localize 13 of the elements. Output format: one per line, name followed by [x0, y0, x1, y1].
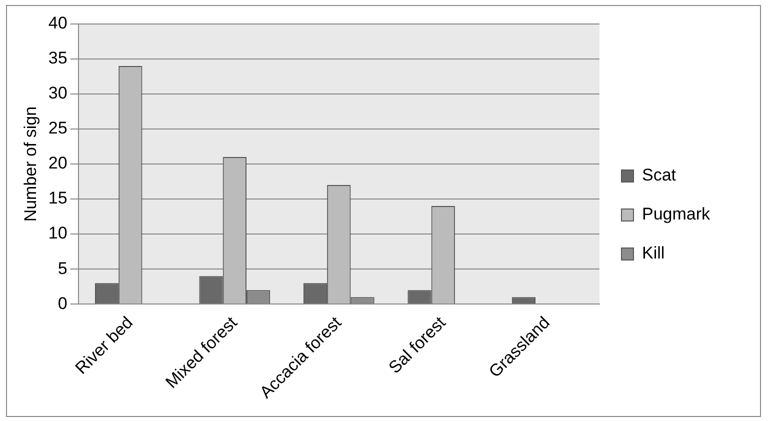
- y-tick-label: 25: [48, 118, 68, 138]
- y-tick-label: 0: [58, 294, 68, 313]
- y-tick-label: 40: [48, 14, 68, 33]
- legend-label: Kill: [642, 244, 665, 263]
- y-tick-label: 5: [58, 258, 68, 278]
- y-tick-label: 15: [48, 188, 68, 208]
- y-tick-label: 10: [48, 224, 68, 243]
- y-tick-label: 20: [48, 154, 68, 173]
- legend-label: Scat: [642, 166, 676, 185]
- y-tick-label: 35: [48, 48, 68, 68]
- y-tick-label: 30: [48, 84, 68, 103]
- legend-label: Pugmark: [642, 204, 710, 224]
- y-axis-title: Number of sign: [20, 106, 40, 222]
